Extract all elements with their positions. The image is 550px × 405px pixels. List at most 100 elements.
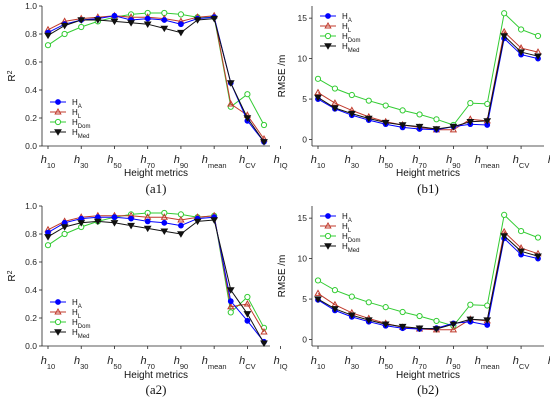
data-point bbox=[244, 317, 251, 324]
data-point bbox=[517, 227, 525, 235]
x-tick-label: h10 bbox=[311, 355, 325, 371]
y-axis-title-text: RMSE /m bbox=[277, 55, 288, 98]
data-point bbox=[77, 17, 86, 24]
x-tick-label-sub: 70 bbox=[418, 161, 426, 170]
x-tick-label: h30 bbox=[345, 355, 359, 371]
x-tick-label-main: h bbox=[107, 154, 113, 166]
x-tick-label-main: h bbox=[239, 355, 245, 367]
panel-caption: (a1) bbox=[146, 181, 167, 196]
legend-label-sub: Dom bbox=[348, 238, 361, 244]
data-point bbox=[364, 317, 373, 324]
x-tick-label-main: h bbox=[513, 154, 519, 166]
data-point bbox=[227, 302, 235, 310]
series-med bbox=[44, 15, 268, 146]
y-axis-title: RMSE /m bbox=[277, 255, 288, 298]
x-tick-label-main: h bbox=[74, 355, 80, 367]
data-point bbox=[382, 102, 389, 109]
data-point bbox=[314, 277, 322, 284]
data-point bbox=[244, 293, 251, 301]
x-tick-label-sub: 70 bbox=[147, 161, 155, 170]
x-tick-label: hCV bbox=[239, 154, 256, 170]
legend-swatch-marker bbox=[324, 32, 332, 40]
legend-label-main: H bbox=[72, 118, 78, 127]
data-point bbox=[416, 111, 423, 118]
series-dom bbox=[44, 209, 268, 331]
y-tick-label: 0.8 bbox=[25, 29, 37, 39]
data-point bbox=[243, 311, 252, 318]
x-tick-label-sub: 10 bbox=[317, 362, 325, 371]
y-axis-title: R2 bbox=[7, 270, 19, 281]
panel-caption: (b1) bbox=[417, 181, 439, 196]
data-point bbox=[144, 218, 151, 225]
x-tick-label: hmean bbox=[475, 355, 500, 371]
data-point bbox=[314, 289, 322, 296]
data-point bbox=[331, 287, 339, 294]
legend-label: HA bbox=[72, 98, 82, 110]
x-tick-label-sub: 30 bbox=[80, 362, 88, 371]
x-axis-title: Height metrics bbox=[396, 370, 460, 381]
legend-label: HL bbox=[72, 108, 82, 120]
panel-caption: (b2) bbox=[417, 382, 439, 397]
data-point bbox=[210, 217, 219, 224]
data-point bbox=[433, 116, 440, 123]
x-tick-label-main: h bbox=[311, 154, 317, 166]
x-tick-label: h50 bbox=[378, 355, 392, 371]
data-point bbox=[347, 312, 356, 320]
legend-label-main: H bbox=[72, 298, 78, 307]
legend-swatch-marker bbox=[54, 129, 62, 136]
x-tick-label-main: h bbox=[174, 154, 180, 166]
x-tick-label-main: h bbox=[446, 154, 452, 166]
legend-label-sub: A bbox=[78, 304, 82, 310]
data-point bbox=[415, 325, 424, 332]
data-point bbox=[534, 253, 542, 260]
data-point bbox=[44, 32, 52, 40]
legend-label: HA bbox=[342, 212, 352, 224]
legend-label-sub: Med bbox=[78, 334, 90, 340]
data-point bbox=[93, 218, 102, 226]
data-point bbox=[243, 115, 252, 122]
data-point bbox=[331, 99, 339, 106]
legend-label-main: H bbox=[342, 232, 348, 241]
legend-label-sub: Med bbox=[348, 248, 360, 254]
data-point bbox=[144, 15, 151, 22]
series-line bbox=[317, 234, 539, 330]
x-tick-label-sub: 30 bbox=[80, 161, 88, 170]
legend-swatch-marker bbox=[324, 43, 332, 50]
series-med bbox=[314, 33, 542, 133]
x-tick-label: hCV bbox=[513, 355, 530, 371]
x-tick-label-main: h bbox=[174, 355, 180, 367]
legend-swatch-marker bbox=[54, 318, 62, 326]
x-tick-label-main: h bbox=[475, 355, 481, 367]
x-tick-label-main: h bbox=[548, 355, 550, 367]
data-point bbox=[415, 123, 424, 131]
legend-label-main: H bbox=[72, 98, 78, 107]
data-point bbox=[467, 301, 474, 308]
data-point bbox=[260, 327, 268, 335]
legend-label-sub: Dom bbox=[78, 324, 91, 330]
data-point bbox=[483, 317, 492, 324]
x-tick-label-sub: CV bbox=[519, 161, 529, 170]
y-tick-label: 0.6 bbox=[25, 57, 37, 67]
data-point bbox=[314, 94, 322, 102]
legend-label: HDom bbox=[72, 118, 90, 130]
y-tick-label: 10 bbox=[298, 254, 308, 264]
x-tick-label-sub: 10 bbox=[47, 362, 55, 371]
legend-label-main: H bbox=[72, 108, 78, 117]
data-point bbox=[365, 299, 372, 306]
data-point bbox=[260, 121, 268, 129]
data-point bbox=[143, 21, 152, 28]
data-point bbox=[484, 302, 491, 309]
x-tick-label: h50 bbox=[107, 355, 121, 371]
data-point bbox=[244, 91, 251, 98]
x-tick-label: hmean bbox=[475, 154, 500, 170]
x-tick-label-main: h bbox=[446, 355, 452, 367]
x-tick-label: h90 bbox=[446, 355, 460, 371]
data-point bbox=[78, 23, 85, 31]
data-point bbox=[44, 242, 52, 249]
data-point bbox=[143, 225, 152, 233]
